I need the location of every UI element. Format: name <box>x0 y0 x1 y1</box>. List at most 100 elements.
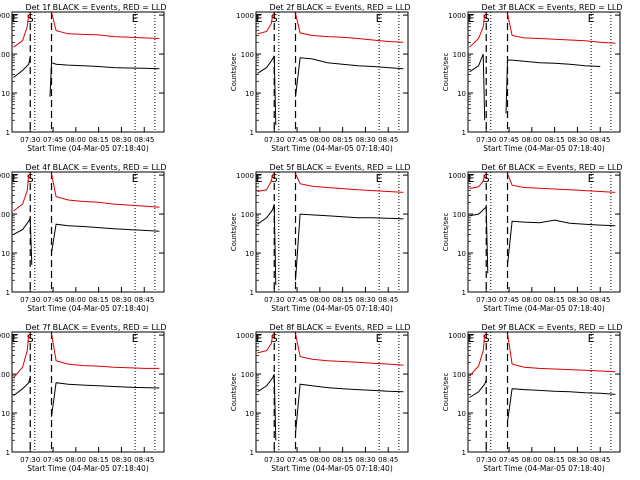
series-line-events <box>469 53 601 121</box>
plot-frame <box>467 11 621 133</box>
event-marker-label: E <box>376 332 383 345</box>
plot-frame <box>467 331 621 453</box>
event-marker-label: S <box>271 332 278 345</box>
y-tick-label: 1 <box>250 449 254 457</box>
event-marker-label: E <box>256 332 263 345</box>
series-line-lld <box>13 333 160 379</box>
chart-panel-3: Det 3f BLACK = Events, RED = LLD 1 10 100 10… <box>442 3 623 153</box>
x-tick-label: 07:30 <box>476 296 496 304</box>
y-tick-label: 100 <box>241 371 254 379</box>
x-tick-label: 08:45 <box>590 456 610 464</box>
series-line-lld <box>469 173 616 193</box>
series-line-lld <box>469 13 616 48</box>
series-line-events <box>13 56 160 97</box>
x-tick-label: 08:00 <box>310 296 330 304</box>
x-axis-label: Start Time (04-Mar-05 07:18:40) <box>27 464 149 473</box>
event-marker-label: E <box>256 172 263 185</box>
x-tick-label: 08:15 <box>545 456 565 464</box>
x-tick-label: 08:45 <box>134 136 154 144</box>
y-tick-label: 10 <box>457 90 466 98</box>
event-marker-label: S <box>271 12 278 25</box>
chart-panel-5: Det 5f BLACK = Events, RED = LLD 1 10 100 10… <box>230 163 411 313</box>
event-marker-label: S <box>27 172 34 185</box>
x-tick-label: 08:30 <box>567 456 587 464</box>
y-tick-label: 1000 <box>0 12 10 20</box>
x-tick-label: 08:00 <box>310 456 330 464</box>
x-tick-label: 07:45 <box>499 136 519 144</box>
chart-panel-4: Det 4f BLACK = Events, RED = LLD 1 10 100 10… <box>0 163 167 313</box>
event-marker-label: E <box>588 172 595 185</box>
event-marker-label: E <box>468 12 475 25</box>
plot-frame <box>255 331 409 453</box>
event-marker-label: E <box>132 12 139 25</box>
series-line-lld <box>469 333 616 377</box>
series-line-lld <box>257 13 404 43</box>
y-tick-label: 1 <box>250 129 254 137</box>
series-line-lld <box>257 333 404 366</box>
y-tick-label: 100 <box>241 51 254 59</box>
x-tick-label: 08:15 <box>89 136 109 144</box>
x-tick-label: 08:15 <box>545 136 565 144</box>
x-tick-label: 07:30 <box>264 456 284 464</box>
chart-panel-8: Det 8f BLACK = Events, RED = LLD 1 10 100 10… <box>230 323 411 473</box>
y-tick-label: 10 <box>245 90 254 98</box>
event-marker-label: E <box>376 172 383 185</box>
y-tick-label: 10 <box>457 250 466 258</box>
y-tick-label: 1000 <box>448 172 466 180</box>
x-tick-label: 08:00 <box>522 296 542 304</box>
x-tick-label: 08:00 <box>522 136 542 144</box>
y-tick-label: 1 <box>6 289 10 297</box>
y-axis-label: Counts/sec <box>442 213 450 252</box>
x-axis-label: Start Time (04-Mar-05 07:18:40) <box>271 464 393 473</box>
x-tick-label: 08:00 <box>522 456 542 464</box>
x-tick-label: 08:45 <box>134 296 154 304</box>
x-tick-label: 08:15 <box>545 296 565 304</box>
y-tick-label: 1000 <box>0 172 10 180</box>
chart-title: Det 6f BLACK = Events, RED = LLD <box>481 163 622 172</box>
event-marker-label: E <box>468 332 475 345</box>
x-tick-label: 07:30 <box>20 456 40 464</box>
y-tick-label: 10 <box>245 250 254 258</box>
x-tick-label: 07:30 <box>20 296 40 304</box>
event-marker-label: S <box>483 332 490 345</box>
x-tick-label: 08:00 <box>66 136 86 144</box>
x-axis-label: Start Time (04-Mar-05 07:18:40) <box>27 144 149 153</box>
y-tick-label: 10 <box>1 90 10 98</box>
x-axis-label: Start Time (04-Mar-05 07:18:40) <box>483 304 605 313</box>
x-axis-label: Start Time (04-Mar-05 07:18:40) <box>483 144 605 153</box>
x-tick-label: 08:15 <box>333 456 353 464</box>
x-tick-label: 07:45 <box>499 296 519 304</box>
y-axis-label: Counts/sec <box>230 53 238 92</box>
y-tick-label: 1000 <box>448 12 466 20</box>
event-marker-label: S <box>483 172 490 185</box>
x-tick-label: 08:45 <box>590 136 610 144</box>
y-tick-label: 100 <box>453 211 466 219</box>
x-tick-label: 08:00 <box>66 456 86 464</box>
y-tick-label: 100 <box>0 51 10 59</box>
plot-frame <box>11 11 165 133</box>
series-line-events <box>469 379 616 422</box>
series-line-lld <box>257 173 404 193</box>
y-tick-label: 1000 <box>236 12 254 20</box>
x-tick-label: 08:45 <box>134 456 154 464</box>
chart-title: Det 1f BLACK = Events, RED = LLD <box>25 3 166 12</box>
chart-title: Det 9f BLACK = Events, RED = LLD <box>481 323 622 332</box>
series-line-lld <box>13 11 160 48</box>
x-tick-label: 08:30 <box>111 456 131 464</box>
chart-panel-1: Det 1f BLACK = Events, RED = LLD 1 10 100 10… <box>0 3 167 153</box>
x-tick-label: 08:15 <box>89 296 109 304</box>
x-axis-label: Start Time (04-Mar-05 07:18:40) <box>483 464 605 473</box>
event-marker-label: E <box>588 12 595 25</box>
y-tick-label: 10 <box>457 410 466 418</box>
x-tick-label: 07:30 <box>264 296 284 304</box>
y-tick-label: 100 <box>453 371 466 379</box>
x-tick-label: 08:15 <box>333 136 353 144</box>
event-marker-label: E <box>468 172 475 185</box>
chart-panel-7: Det 7f BLACK = Events, RED = LLD 1 10 100 10… <box>0 323 167 473</box>
y-tick-label: 100 <box>0 371 10 379</box>
y-tick-label: 1 <box>6 449 10 457</box>
chart-title: Det 7f BLACK = Events, RED = LLD <box>25 323 166 332</box>
event-marker-label: E <box>12 172 19 185</box>
event-marker-label: S <box>27 12 34 25</box>
